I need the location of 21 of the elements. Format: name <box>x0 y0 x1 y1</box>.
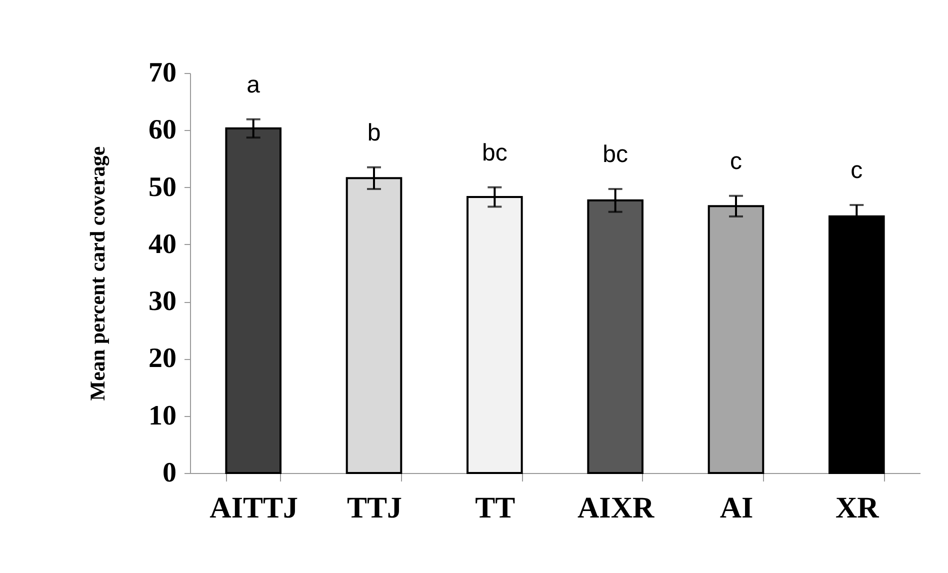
annotation: c <box>850 157 863 184</box>
y-tick-label: 50 <box>148 172 176 203</box>
annotation: bc <box>482 139 508 166</box>
y-tick-label: 40 <box>148 228 176 260</box>
annotation: bc <box>602 141 628 168</box>
y-tick-label: 20 <box>148 343 176 374</box>
y-tick-label: 10 <box>148 400 176 432</box>
x-tick-label: AI <box>720 492 754 524</box>
x-tick-label: TTJ <box>346 492 402 524</box>
annotation: b <box>367 119 381 146</box>
x-tick-label: AIXR <box>577 492 654 524</box>
annotation: c <box>730 148 742 175</box>
y-tick-label: 60 <box>148 114 176 146</box>
x-tick-label: XR <box>835 492 880 524</box>
y-tick-label: 0 <box>162 458 176 488</box>
x-tick-label: AITTJ <box>210 492 298 524</box>
y-axis-title: Mean percent card coverage <box>86 146 110 401</box>
annotation: a <box>246 71 261 98</box>
y-tick-label: 30 <box>148 286 176 318</box>
y-tick-label: 70 <box>148 58 176 88</box>
x-tick-label: TT <box>475 492 516 524</box>
